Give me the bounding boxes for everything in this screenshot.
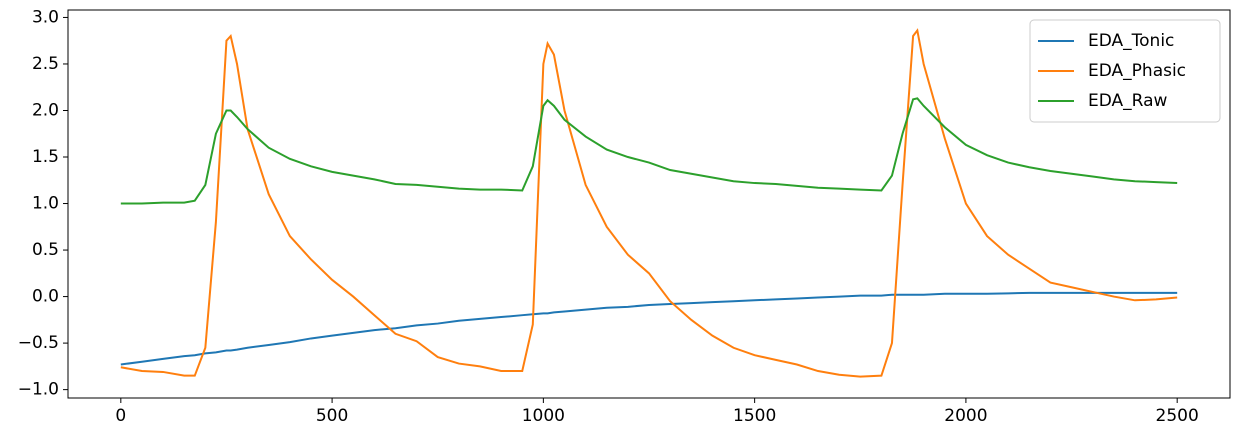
x-tick-label: 2000 (944, 406, 987, 426)
y-tick-label: 0.0 (32, 287, 59, 307)
x-tick-label: 500 (316, 406, 348, 426)
y-tick-label: 1.0 (32, 194, 59, 214)
y-tick-label: 0.5 (32, 240, 59, 260)
y-tick-label: 2.0 (32, 100, 59, 120)
x-tick-label: 0 (115, 406, 126, 426)
x-tick-label: 2500 (1156, 406, 1199, 426)
line (120, 97, 1178, 205)
y-tick-label: 1.5 (32, 147, 59, 167)
legend-label: EDA_Raw (1088, 91, 1168, 111)
legend: EDA_Tonic EDA_Phasic EDA_Raw (1029, 19, 1221, 123)
y-tick-label: 2.5 (32, 54, 59, 74)
y-tick-label: −0.5 (18, 333, 59, 353)
line (120, 28, 1178, 378)
plot-frame (67, 9, 1231, 399)
line (120, 291, 1178, 366)
legend-label: EDA_Phasic (1088, 61, 1186, 81)
legend-label: EDA_Tonic (1088, 31, 1174, 51)
y-tick-label: 3.0 (32, 7, 59, 27)
x-tick-label: 1500 (733, 406, 776, 426)
y-tick-label: −1.0 (18, 380, 59, 400)
x-tick-label: 1000 (522, 406, 565, 426)
legend-box (1029, 19, 1221, 123)
